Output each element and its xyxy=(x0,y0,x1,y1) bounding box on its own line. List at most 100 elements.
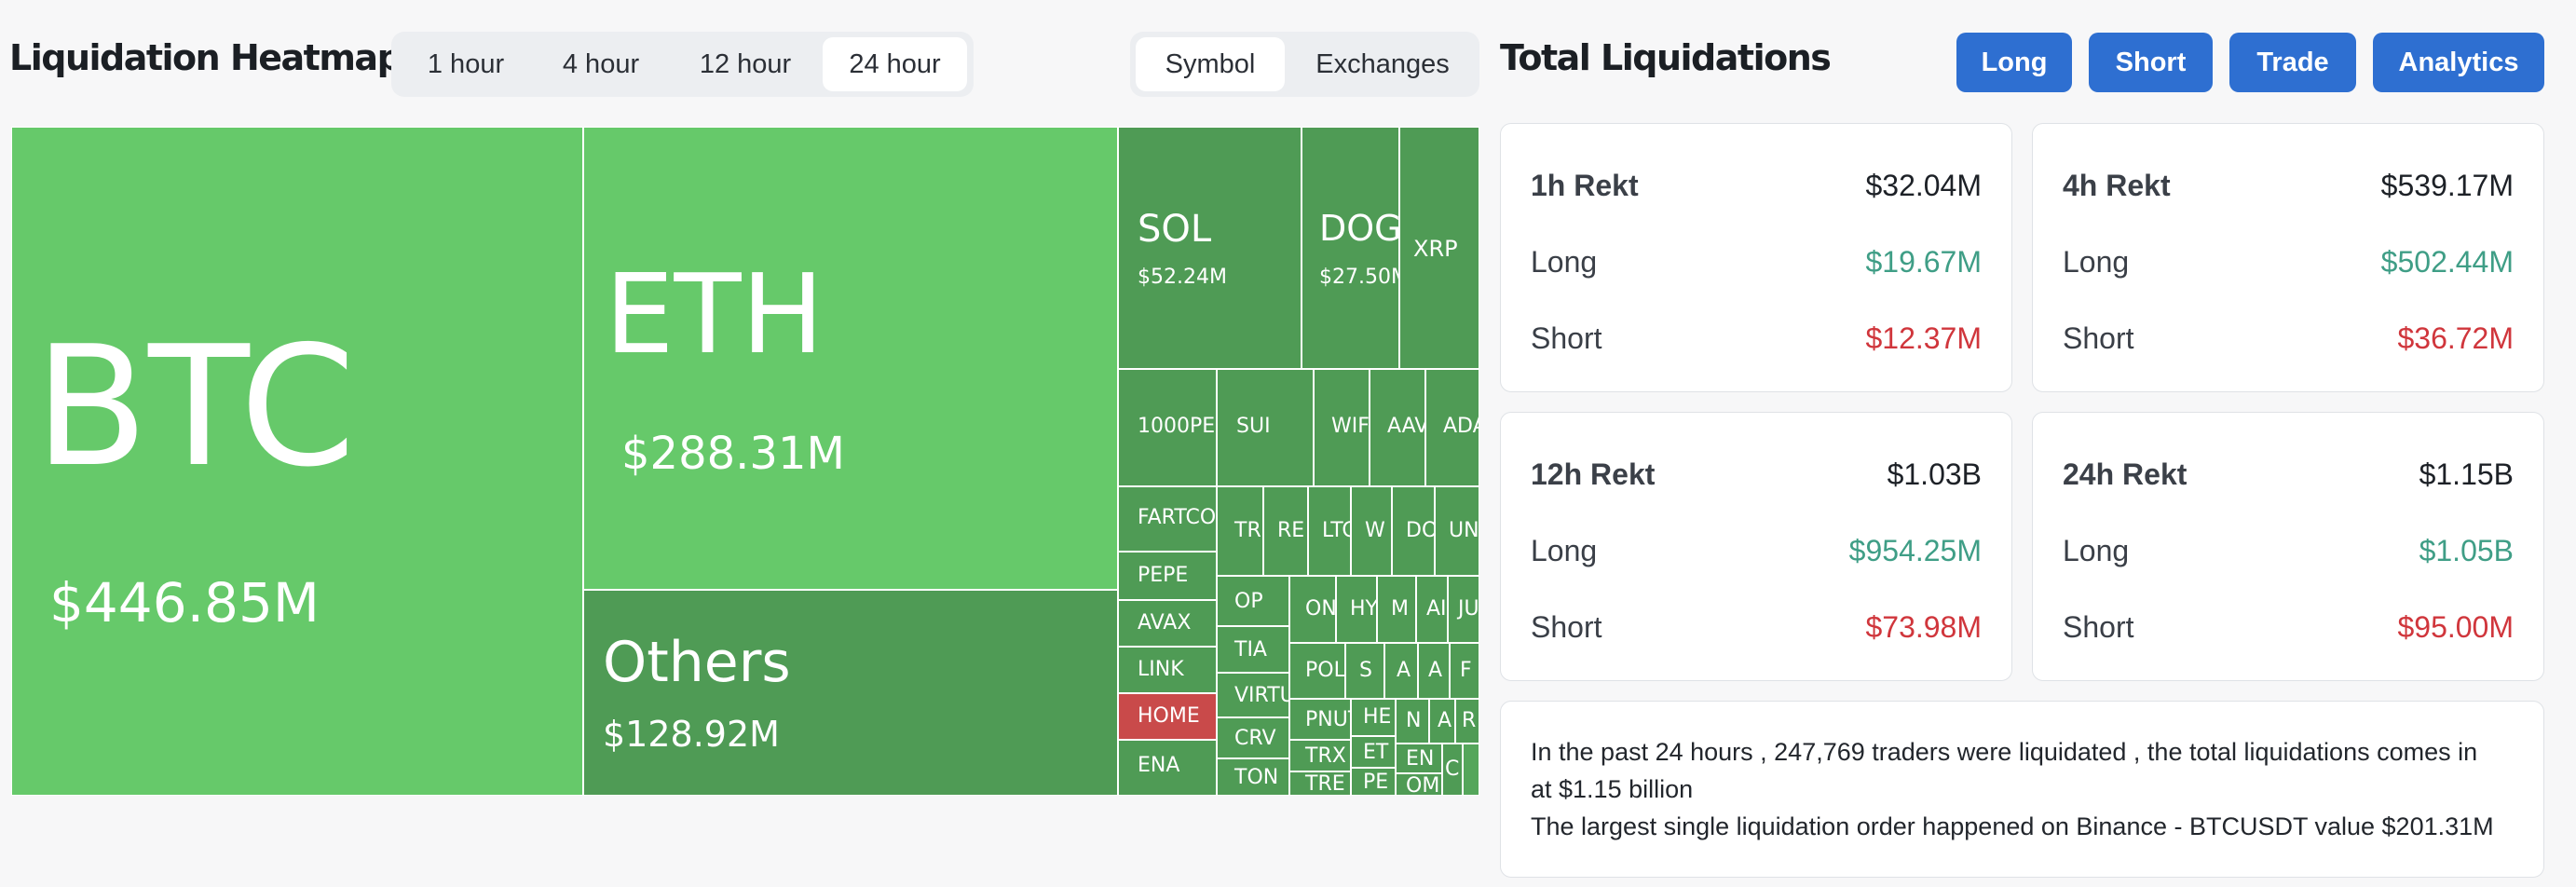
tile-eth[interactable]: ETH $288.31M xyxy=(583,127,1118,590)
card-12h-short-label: Short xyxy=(1531,610,1602,644)
tile-wif[interactable]: WIF xyxy=(1314,369,1370,486)
tab-exchanges[interactable]: Exchanges xyxy=(1315,49,1450,79)
tile-doge[interactable]: DOGE $27.50M xyxy=(1302,127,1399,369)
trade-button[interactable]: Trade xyxy=(2229,33,2356,92)
tile-trx-symbol: TRX xyxy=(1305,744,1346,768)
tile-s-symbol: S xyxy=(1359,659,1372,682)
tile-et[interactable]: ET xyxy=(1351,736,1396,768)
tile-pe-symbol: PE xyxy=(1363,771,1389,794)
tile-avax[interactable]: AVAX xyxy=(1118,600,1217,647)
tile-c-symbol: C xyxy=(1445,757,1460,781)
tile-re[interactable]: RE xyxy=(1263,486,1308,576)
card-12h-rekt: 12h Rekt $1.03B Long $954.25M Short $73.… xyxy=(1500,412,2012,681)
tile-s[interactable]: S xyxy=(1345,643,1384,699)
tile-ton[interactable]: TON xyxy=(1217,758,1289,796)
summary-line-2: at $1.15 billion xyxy=(1531,775,1694,803)
card-12h-label: 12h Rekt xyxy=(1531,457,1656,491)
tile-uni[interactable]: UNI xyxy=(1435,486,1479,576)
tile-doge-value: $27.50M xyxy=(1319,266,1398,289)
tile-w[interactable]: W xyxy=(1351,486,1392,576)
tab-1-hour[interactable]: 1 hour xyxy=(427,49,505,79)
tile-a-1-symbol: A xyxy=(1397,659,1411,682)
tile-fartcoin[interactable]: FARTCOIN xyxy=(1118,486,1217,552)
time-range-tabs: 1 hour 4 hour 12 hour 24 hour xyxy=(391,32,974,97)
tile-virtual[interactable]: VIRTUAL xyxy=(1217,673,1289,717)
tile-en-symbol: EN xyxy=(1406,747,1435,771)
tile-sol[interactable]: SOL $52.24M xyxy=(1118,127,1302,369)
card-12h-short: Short $73.98M xyxy=(1531,608,1982,646)
tile-a-3[interactable]: A xyxy=(1429,699,1455,744)
tile-sol-symbol: SOL xyxy=(1138,208,1212,251)
tile-home[interactable]: HOME xyxy=(1118,693,1217,740)
tile-en[interactable]: EN xyxy=(1396,744,1442,773)
tile-sui[interactable]: SUI xyxy=(1217,369,1314,486)
tile-tia-symbol: TIA xyxy=(1234,638,1267,662)
tab-24-hour[interactable]: 24 hour xyxy=(823,37,967,91)
tile-pepe[interactable]: PEPE xyxy=(1118,552,1217,600)
tile-a-2[interactable]: A xyxy=(1418,643,1450,699)
tile-m[interactable]: M xyxy=(1377,576,1416,643)
card-1h-long-value: $19.67M xyxy=(1865,245,1982,279)
tile-btc[interactable]: BTC $446.85M xyxy=(11,127,583,796)
tile-op[interactable]: OP xyxy=(1217,576,1289,626)
tile-r[interactable]: R xyxy=(1455,699,1479,744)
tile-pe[interactable]: PE xyxy=(1351,768,1396,796)
tile-c[interactable]: C xyxy=(1442,744,1463,796)
tile-ai[interactable]: AI xyxy=(1416,576,1448,643)
tile-tre-symbol: TRE xyxy=(1305,772,1345,796)
tile-1000pepe[interactable]: 1000PEPE xyxy=(1118,369,1217,486)
tile-xrp[interactable]: XRP xyxy=(1399,127,1479,369)
card-12h-long: Long $954.25M xyxy=(1531,532,1982,569)
tile-pepe-symbol: PEPE xyxy=(1138,564,1189,587)
tile-om[interactable]: OM xyxy=(1396,773,1442,796)
tab-4-hour[interactable]: 4 hour xyxy=(562,49,640,79)
tile-hy[interactable]: HY xyxy=(1336,576,1377,643)
tile-tia[interactable]: TIA xyxy=(1217,626,1289,673)
tile-n[interactable]: N xyxy=(1396,699,1429,744)
liquidation-summary-card: In the past 24 hours , 247,769 traders w… xyxy=(1500,701,2544,878)
tile-sol-value: $52.24M xyxy=(1138,266,1227,289)
tile-tre[interactable]: TRE xyxy=(1289,771,1351,796)
tile-ada[interactable]: ADA xyxy=(1425,369,1479,486)
tile-others[interactable]: Others $128.92M xyxy=(583,590,1118,796)
short-button[interactable]: Short xyxy=(2089,33,2213,92)
tile-aave[interactable]: AAVE xyxy=(1370,369,1425,486)
tile-ltc[interactable]: LTC xyxy=(1308,486,1351,576)
card-4h-long-label: Long xyxy=(2063,245,2130,279)
tile-he-symbol: HE xyxy=(1363,705,1392,729)
tile-a-1[interactable]: A xyxy=(1384,643,1418,699)
tile-crv[interactable]: CRV xyxy=(1217,717,1289,758)
total-liquidations-title: Total Liquidations xyxy=(1500,37,1832,78)
tile-n-symbol: N xyxy=(1406,709,1422,732)
analytics-button[interactable]: Analytics xyxy=(2373,33,2544,92)
tile-link-symbol: LINK xyxy=(1138,658,1184,681)
card-4h-head: 4h Rekt $539.17M xyxy=(2063,167,2514,204)
tile-pol[interactable]: POL xyxy=(1289,643,1345,699)
card-1h-label: 1h Rekt xyxy=(1531,169,1639,202)
card-4h-short-value: $36.72M xyxy=(2397,321,2514,355)
tile-trump[interactable]: TRUMP xyxy=(1217,486,1263,576)
tile-fartcoin-symbol: FARTCOIN xyxy=(1138,506,1217,529)
tile-aave-symbol: AAVE xyxy=(1387,415,1424,438)
long-button[interactable]: Long xyxy=(1956,33,2072,92)
tile-a-2-symbol: A xyxy=(1428,659,1443,682)
tile-tiny[interactable] xyxy=(1463,744,1479,796)
card-24h-long-value: $1.05B xyxy=(2419,534,2514,567)
tile-on[interactable]: ON xyxy=(1289,576,1336,643)
tile-on-symbol: ON xyxy=(1305,597,1336,621)
tab-symbol[interactable]: Symbol xyxy=(1136,37,1285,91)
tab-12-hour[interactable]: 12 hour xyxy=(699,49,792,79)
tile-link[interactable]: LINK xyxy=(1118,647,1217,693)
tile-dot[interactable]: DOT xyxy=(1392,486,1435,576)
tile-he[interactable]: HE xyxy=(1351,699,1396,736)
card-1h-short-label: Short xyxy=(1531,321,1602,355)
tile-ju[interactable]: JU xyxy=(1448,576,1479,643)
tile-f[interactable]: F xyxy=(1450,643,1479,699)
tile-ltc-symbol: LTC xyxy=(1322,519,1350,542)
card-1h-short: Short $12.37M xyxy=(1531,320,1982,357)
tile-trx[interactable]: TRX xyxy=(1289,740,1351,771)
tile-ju-symbol: JU xyxy=(1458,597,1479,621)
tile-ena[interactable]: ENA xyxy=(1118,740,1217,796)
card-12h-long-value: $954.25M xyxy=(1848,534,1982,567)
